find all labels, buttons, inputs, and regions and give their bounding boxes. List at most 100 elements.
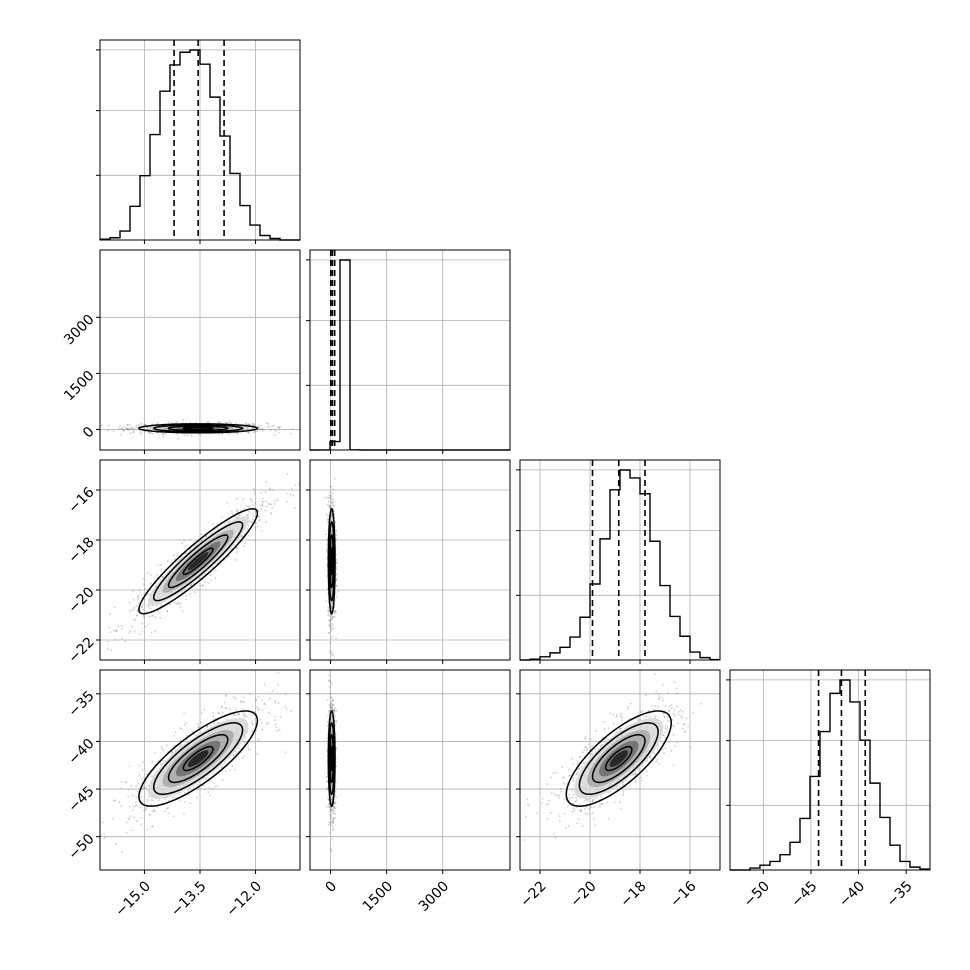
sample-point bbox=[328, 703, 331, 706]
sample-point bbox=[127, 429, 130, 432]
sample-point bbox=[269, 428, 272, 431]
sample-point bbox=[129, 427, 132, 430]
sample-point bbox=[332, 710, 335, 712]
sample-point bbox=[256, 752, 259, 755]
sample-point bbox=[112, 799, 115, 802]
sample-point bbox=[192, 730, 194, 733]
sample-point bbox=[165, 744, 168, 747]
sample-point bbox=[329, 706, 332, 709]
sample-point bbox=[251, 423, 254, 426]
sample-point bbox=[254, 711, 257, 713]
sample-point bbox=[263, 683, 266, 686]
sample-point bbox=[242, 713, 245, 716]
sample-point bbox=[217, 711, 220, 714]
sample-point bbox=[199, 433, 202, 436]
sample-point bbox=[224, 707, 227, 709]
sample-point bbox=[206, 421, 209, 424]
sample-point bbox=[332, 817, 335, 820]
sample-point bbox=[244, 714, 247, 717]
sample-point bbox=[144, 781, 147, 783]
sample-point bbox=[147, 623, 149, 625]
sample-point bbox=[130, 784, 133, 787]
sample-point bbox=[577, 818, 580, 821]
sample-point bbox=[264, 500, 267, 503]
sample-point bbox=[258, 515, 260, 518]
sample-point bbox=[328, 806, 331, 809]
sample-point bbox=[248, 511, 250, 513]
sample-point bbox=[328, 805, 331, 808]
sample-point bbox=[252, 423, 255, 426]
sample-point bbox=[150, 631, 153, 634]
sample-point bbox=[119, 805, 122, 808]
sample-point bbox=[328, 711, 331, 713]
sample-point bbox=[251, 730, 254, 732]
sample-point bbox=[202, 784, 205, 787]
sample-point bbox=[639, 718, 641, 721]
sample-point bbox=[181, 433, 184, 435]
sample-point bbox=[173, 735, 176, 737]
sample-point bbox=[274, 715, 277, 718]
sample-point bbox=[330, 614, 332, 617]
sample-point bbox=[629, 786, 632, 788]
sample-point bbox=[209, 573, 212, 576]
sample-point bbox=[143, 588, 146, 591]
sample-point bbox=[545, 803, 548, 806]
sample-point bbox=[330, 494, 333, 497]
sample-point bbox=[129, 428, 132, 431]
sample-point bbox=[330, 650, 333, 652]
sample-point bbox=[651, 705, 654, 708]
sample-point bbox=[261, 529, 263, 532]
sample-point bbox=[127, 788, 130, 791]
sample-point bbox=[677, 713, 680, 716]
sample-point bbox=[615, 714, 618, 716]
sample-point bbox=[328, 619, 331, 622]
sample-point bbox=[619, 727, 622, 730]
sample-point bbox=[248, 423, 251, 426]
sample-point bbox=[331, 829, 334, 832]
sample-point bbox=[604, 729, 606, 732]
sample-point bbox=[175, 796, 177, 799]
density-contour bbox=[152, 722, 244, 796]
sample-point bbox=[284, 751, 287, 754]
sample-point bbox=[329, 809, 332, 811]
sample-point bbox=[329, 505, 332, 508]
sample-point bbox=[134, 805, 137, 808]
sample-point bbox=[666, 691, 669, 694]
sample-point bbox=[102, 821, 104, 824]
sample-point bbox=[204, 572, 207, 575]
sample-point bbox=[247, 423, 249, 426]
sample-point bbox=[286, 500, 288, 503]
sample-point bbox=[123, 428, 126, 431]
sample-point bbox=[331, 682, 334, 685]
sample-point bbox=[259, 718, 262, 721]
sample-point bbox=[132, 431, 135, 434]
sample-point bbox=[331, 654, 334, 657]
sample-point bbox=[254, 502, 257, 505]
sample-point bbox=[663, 752, 666, 755]
sample-point bbox=[330, 702, 333, 705]
sample-point bbox=[328, 651, 331, 654]
sample-point bbox=[132, 429, 135, 432]
sample-point bbox=[189, 584, 192, 587]
panel-frame bbox=[519, 459, 721, 661]
sample-point bbox=[185, 595, 188, 598]
sample-point bbox=[120, 787, 123, 790]
sample-point bbox=[151, 761, 154, 764]
sample-point bbox=[526, 803, 529, 806]
sample-point bbox=[251, 722, 254, 725]
sample-point bbox=[329, 814, 332, 817]
scatter-panel-3-1 bbox=[306, 669, 511, 874]
sample-point bbox=[331, 504, 334, 507]
sample-point bbox=[330, 502, 333, 504]
sample-point bbox=[150, 799, 152, 801]
sample-point bbox=[666, 725, 669, 728]
sample-point bbox=[209, 779, 212, 782]
sample-point bbox=[111, 817, 114, 820]
sample-point bbox=[142, 602, 144, 605]
sample-point bbox=[639, 710, 642, 713]
sample-point bbox=[270, 503, 273, 506]
sample-point bbox=[267, 502, 270, 505]
sample-point bbox=[129, 630, 131, 633]
sample-point bbox=[331, 625, 333, 628]
sample-point bbox=[249, 498, 252, 501]
